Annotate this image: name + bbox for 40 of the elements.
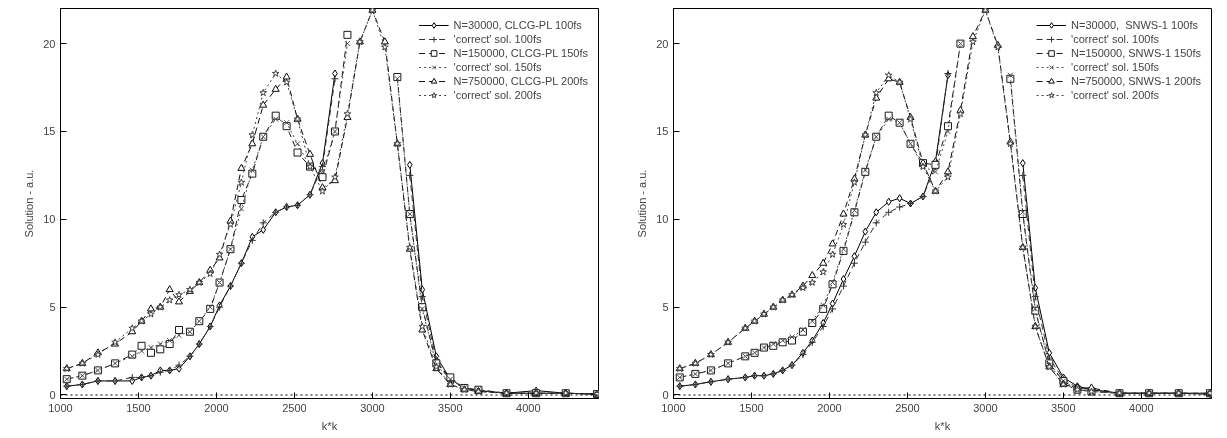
x-tick-label: 3500 bbox=[438, 401, 463, 414]
legend-label: 'correct' sol. 100fs bbox=[453, 33, 542, 45]
y-tick-label: 5 bbox=[662, 301, 669, 314]
legend-label: 'correct' sol. 200fs bbox=[453, 89, 542, 101]
x-tick-label: 1500 bbox=[126, 401, 151, 414]
y-tick-label: 5 bbox=[49, 301, 56, 314]
y-tick-label: 20 bbox=[656, 37, 669, 50]
y-tick-label: 0 bbox=[49, 388, 56, 401]
legend-label: 'correct' sol. 200fs bbox=[1071, 89, 1160, 101]
legend-label: N=150000, CLCG-PL 150fs bbox=[453, 47, 588, 59]
x-tick-label: 4000 bbox=[516, 401, 541, 414]
y-tick-label: 10 bbox=[43, 213, 56, 226]
legend-label: N=30000, CLCG-PL 100fs bbox=[453, 19, 582, 31]
x-tick-label: 4000 bbox=[1129, 401, 1154, 414]
legend-label: N=750000, CLCG-PL 200fs bbox=[453, 75, 588, 87]
x-tick-label: 3000 bbox=[973, 401, 998, 414]
y-tick-label: 20 bbox=[43, 37, 56, 50]
y-axis-title: Solution - a.u. bbox=[636, 169, 649, 238]
y-tick-label: 10 bbox=[656, 213, 669, 226]
x-tick-label: 2000 bbox=[204, 401, 229, 414]
x-tick-label: 1500 bbox=[739, 401, 764, 414]
x-axis-title: k*k bbox=[934, 419, 951, 432]
y-tick-label: 15 bbox=[43, 125, 56, 138]
x-tick-label: 3500 bbox=[1051, 401, 1076, 414]
legend-label: N=750000, SNWS-1 200fs bbox=[1071, 75, 1201, 87]
legend-label: N=30000, SNWS-1 100fs bbox=[1071, 19, 1198, 31]
y-axis-title: Solution - a.u. bbox=[23, 169, 36, 238]
legend-label: 'correct' sol. 150fs bbox=[453, 61, 542, 73]
x-tick-label: 1000 bbox=[48, 401, 73, 414]
x-tick-label: 3000 bbox=[360, 401, 385, 414]
x-tick-label: 2000 bbox=[817, 401, 842, 414]
x-tick-label: 2500 bbox=[895, 401, 920, 414]
x-axis-title: k*k bbox=[321, 419, 338, 432]
y-tick-label: 0 bbox=[662, 388, 669, 401]
x-tick-label: 1000 bbox=[661, 401, 686, 414]
x-tick-label: 2500 bbox=[282, 401, 307, 414]
y-tick-label: 15 bbox=[656, 125, 669, 138]
legend-label: N=150000, SNWS-1 150fs bbox=[1071, 47, 1201, 59]
legend-label: 'correct' sol. 150fs bbox=[1071, 61, 1160, 73]
legend-label: 'correct' sol. 100fs bbox=[1071, 33, 1160, 45]
